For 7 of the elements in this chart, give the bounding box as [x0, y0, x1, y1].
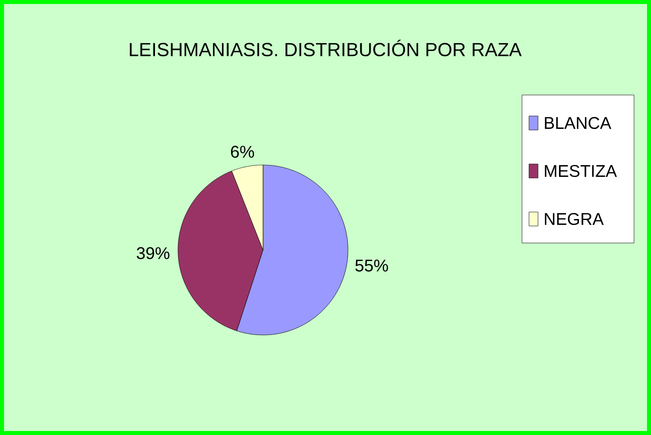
data-label: 6% [231, 146, 254, 158]
chart-title: LEISHMANIASIS. DISTRIBUCIÓN POR RAZA [130, 40, 522, 56]
data-label: 39% [136, 247, 170, 260]
legend-label: MESTIZA [544, 165, 617, 177]
data-label: 55% [355, 260, 388, 272]
legend-label: BLANCA [544, 117, 612, 129]
legend-label: NEGRA [544, 213, 604, 225]
